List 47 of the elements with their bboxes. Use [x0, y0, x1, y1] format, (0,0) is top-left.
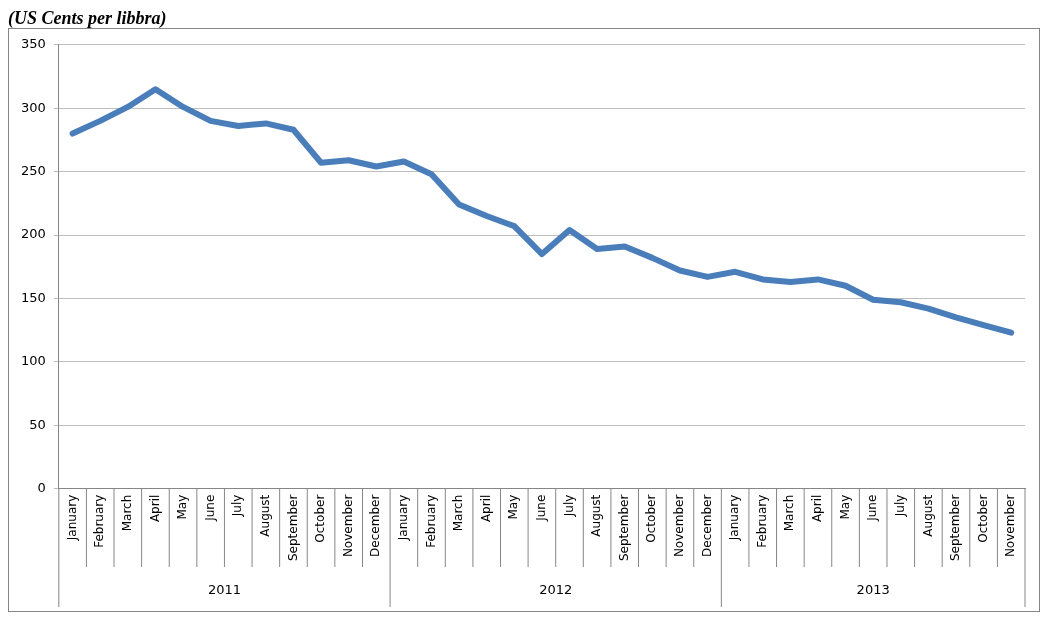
- x-tick-label: February: [754, 494, 769, 548]
- x-tick-label: June: [202, 494, 217, 522]
- x-tick-label: August: [920, 494, 935, 537]
- y-tick-label: 300: [20, 99, 46, 115]
- x-tick-label: December: [368, 494, 383, 557]
- x-tick-label: April: [810, 494, 825, 523]
- x-tick-label: January: [727, 494, 742, 542]
- text: 2012: [539, 582, 573, 598]
- x-tick-label: November: [340, 494, 355, 558]
- y-tick-label: 100: [20, 353, 46, 369]
- x-tick-label: October: [313, 494, 328, 543]
- x-tick-label: October: [644, 494, 659, 543]
- x-tick-label: July: [892, 494, 907, 518]
- x-tick-label: December: [699, 494, 714, 557]
- x-tick-label: January: [396, 494, 410, 542]
- x-tick-label: September: [285, 494, 300, 561]
- x-tick-label: November: [672, 494, 687, 558]
- x-tick-label: May: [837, 494, 852, 520]
- x-tick-label: February: [92, 494, 107, 548]
- x-tick-label: June: [534, 494, 549, 522]
- x-tick-label: April: [478, 494, 493, 523]
- x-tick-label: August: [257, 494, 272, 537]
- x-tick-label: March: [451, 494, 466, 532]
- x-tick-label: September: [948, 494, 963, 561]
- x-tick-label: February: [423, 494, 438, 548]
- chart-title: (US Cents per libbra): [8, 8, 168, 28]
- x-tick-label: September: [616, 494, 631, 561]
- x-tick-label: April: [147, 494, 162, 523]
- y-tick-label: 350: [20, 36, 46, 52]
- y-tick-label: 150: [20, 289, 46, 305]
- x-tick-label: August: [589, 494, 604, 537]
- text: 2011: [207, 582, 241, 598]
- x-tick-label: January: [64, 494, 79, 542]
- x-tick-label: May: [506, 494, 521, 520]
- x-tick-label: July: [230, 494, 245, 518]
- x-tick-label: July: [561, 494, 576, 518]
- x-tick-label: November: [1003, 494, 1018, 558]
- y-tick-label: 200: [20, 226, 46, 242]
- y-tick-label: 0: [37, 480, 46, 496]
- x-tick-label: March: [119, 494, 134, 532]
- x-tick-label: June: [865, 494, 880, 522]
- y-tick-label: 250: [20, 163, 46, 178]
- x-tick-label: March: [782, 494, 797, 532]
- text: 2013: [856, 582, 890, 598]
- x-tick-label: May: [175, 494, 190, 520]
- y-tick-label: 50: [29, 416, 46, 432]
- x-tick-label: October: [975, 494, 990, 543]
